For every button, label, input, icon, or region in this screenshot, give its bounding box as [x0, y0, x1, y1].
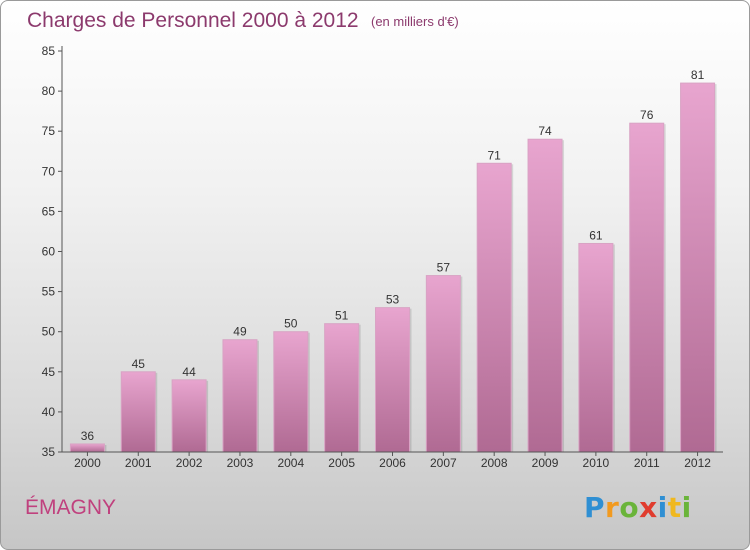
data-label: 61: [589, 228, 603, 242]
commune-name: ÉMAGNY: [25, 496, 117, 519]
x-tick-label: 2011: [634, 456, 660, 470]
data-label: 44: [182, 365, 196, 379]
x-tick-label: 2000: [74, 456, 101, 470]
logo-letter: i: [681, 491, 692, 524]
y-tick-label: 55: [42, 285, 56, 299]
data-label: 49: [233, 325, 247, 339]
data-label: 74: [538, 124, 552, 138]
logo-letter: i: [657, 491, 668, 524]
chart-title: Charges de Personnel 2000 à 2012: [27, 9, 359, 32]
bar: [680, 82, 716, 453]
x-tick-label: 2002: [176, 456, 203, 470]
y-tick-label: 70: [42, 164, 56, 178]
bar: [273, 331, 309, 453]
data-label: 71: [488, 148, 502, 162]
y-tick-label: 65: [42, 204, 56, 218]
bar: [69, 443, 105, 453]
x-tick-label: 2010: [583, 456, 610, 470]
y-tick-label: 50: [42, 325, 56, 339]
logo-letter: x: [639, 491, 658, 524]
x-tick-label: 2003: [227, 456, 254, 470]
x-tick-label: 2009: [532, 456, 559, 470]
x-tick-label: 2006: [379, 456, 406, 470]
bar: [527, 138, 563, 453]
data-label: 50: [284, 317, 298, 331]
x-tick-label: 2012: [684, 456, 711, 470]
chart-subtitle: (en milliers d'€): [371, 14, 459, 29]
x-tick-label: 2004: [277, 456, 304, 470]
bar: [578, 242, 614, 453]
axes-group: 35 40 45 50 55 60 65 70 75 80 85: [42, 44, 723, 459]
data-label: 45: [132, 357, 146, 371]
y-tick-label: 35: [42, 445, 56, 459]
data-label: 76: [640, 108, 654, 122]
data-label: 57: [437, 261, 451, 275]
y-tick-label: 60: [42, 245, 56, 259]
data-label: 51: [335, 309, 349, 323]
data-label: 81: [691, 68, 705, 82]
bar: [629, 122, 665, 453]
logo-letter: r: [605, 491, 620, 524]
bar: [375, 307, 410, 453]
bar: [222, 339, 258, 453]
x-tick-label: 2008: [481, 456, 508, 470]
bar: [171, 379, 207, 453]
bar: [120, 371, 156, 453]
logo-letter: o: [619, 491, 640, 524]
logo-letter: t: [667, 491, 682, 524]
labels-group: 2000 36 2001 45 2002 44 2003 49 2004 50 2005 51 2006…: [74, 68, 711, 470]
data-label: 53: [386, 293, 400, 307]
bar: [476, 162, 512, 453]
y-tick-label: 40: [42, 405, 56, 419]
y-tick-label: 85: [42, 44, 56, 58]
x-tick-label: 2005: [328, 456, 355, 470]
y-tick-label: 75: [42, 124, 56, 138]
y-tick-label: 80: [42, 84, 56, 98]
data-label: 36: [81, 429, 95, 443]
x-tick-label: 2001: [125, 456, 152, 470]
x-tick-label: 2007: [430, 456, 457, 470]
y-tick-label: 45: [42, 365, 56, 379]
bars-group: [69, 82, 717, 453]
proxiti-logo: Proxiti: [584, 491, 692, 524]
bar: [425, 275, 461, 453]
bar: [324, 323, 360, 453]
logo-letter: P: [584, 491, 606, 524]
